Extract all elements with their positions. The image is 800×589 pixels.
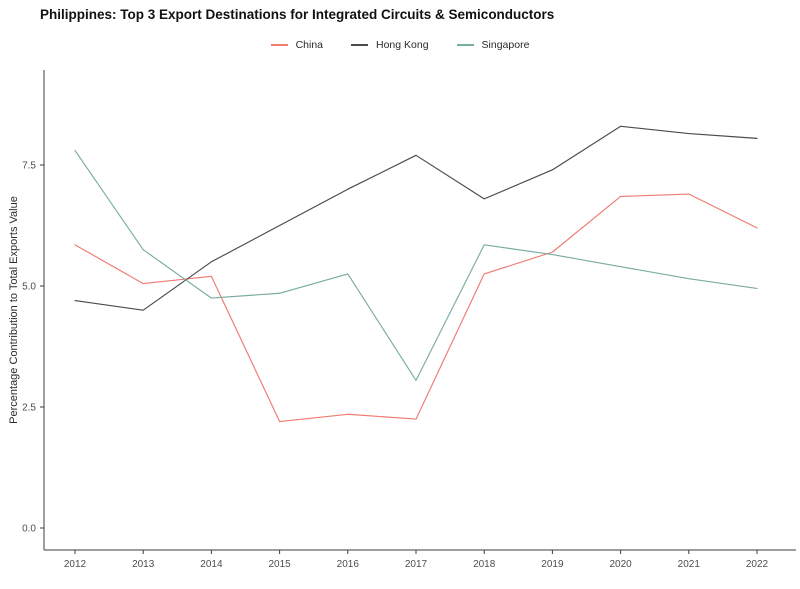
x-tick-label: 2013 [132, 559, 155, 570]
series-line-singapore [74, 149, 758, 381]
series-line-china [74, 193, 758, 423]
legend-swatch-icon [270, 44, 288, 46]
legend-label: Singapore [481, 39, 530, 51]
x-tick-label: 2012 [64, 559, 87, 570]
x-tick-label: 2022 [746, 559, 769, 570]
x-tick-label: 2018 [473, 559, 496, 570]
legend-swatch-icon [456, 44, 474, 46]
legend-label: Hong Kong [376, 39, 429, 51]
legend-item-hong-kong: Hong Kong [351, 39, 429, 51]
x-tick-label: 2020 [609, 559, 632, 570]
y-tick-label: 7.5 [22, 161, 36, 172]
x-tick-label: 2014 [200, 559, 223, 570]
y-tick-label: 0.0 [22, 524, 36, 535]
legend-swatch-icon [351, 44, 368, 46]
x-tick-label: 2017 [405, 559, 428, 570]
x-tick-label: 2015 [268, 559, 291, 570]
series-line-hong-kong [74, 125, 758, 311]
x-tick-label: 2019 [541, 559, 564, 570]
legend-item-china: China [270, 39, 323, 51]
y-tick-label: 2.5 [22, 403, 36, 414]
legend-label: China [295, 39, 323, 51]
y-tick-label: 5.0 [22, 282, 36, 293]
x-tick-label: 2021 [678, 559, 701, 570]
x-tick-label: 2016 [337, 559, 360, 570]
legend-item-singapore: Singapore [456, 39, 530, 51]
chart-title: Philippines: Top 3 Export Destinations f… [40, 7, 555, 22]
legend: China Hong Kong Singapore [0, 37, 800, 53]
